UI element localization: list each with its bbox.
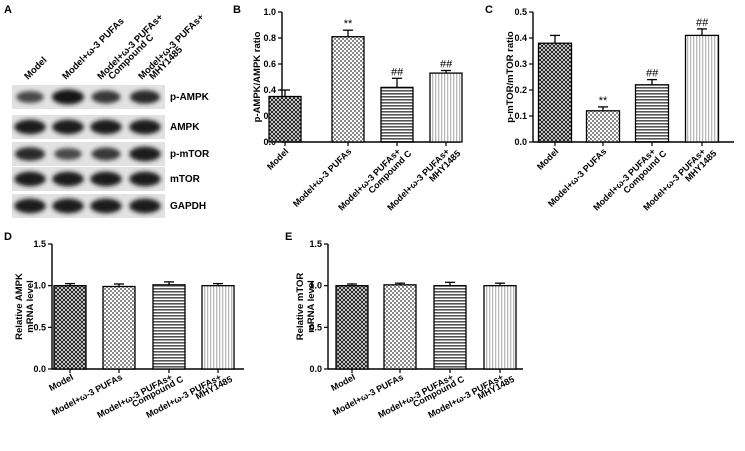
blot-band: [90, 119, 122, 135]
blot-band: [129, 146, 161, 162]
x-tick-label: Model: [47, 372, 75, 393]
blot-band: [91, 90, 121, 104]
band-label: p-AMPK: [170, 92, 210, 103]
blot-band: [14, 119, 46, 135]
chart-ampk-mrna: 0.0 0.5 1.0 1.5 Relative AMPK mRNA level Model…: [14, 239, 244, 420]
bar: [53, 285, 87, 370]
bar: [102, 285, 136, 370]
y-tick-label: 0.0: [514, 137, 527, 147]
significance-label: ##: [696, 17, 709, 29]
blot-band: [15, 147, 45, 161]
y-tick-label: 1.0: [33, 281, 46, 291]
bar: [585, 110, 621, 143]
blot-band: [52, 198, 84, 214]
blot-band: [52, 171, 84, 187]
blot-band: [90, 171, 122, 187]
chart-p-mtor-ratio: 0.0 0.1 0.2 0.3 0.4 0.5 p-mTOR/mTOR ratio Model…: [505, 7, 734, 213]
y-tick-label: 1.0: [263, 7, 276, 17]
significance-label: **: [599, 95, 608, 107]
bar: [537, 42, 573, 143]
blot-band: [14, 198, 46, 214]
bar: [483, 285, 517, 370]
panel-letter-c: C: [485, 4, 493, 16]
y-tick-label: 0.6: [263, 59, 276, 69]
blot-band: [91, 147, 121, 161]
significance-label: **: [344, 18, 353, 30]
blot-band: [129, 198, 161, 214]
bar: [383, 284, 417, 370]
blot-band: [90, 198, 122, 214]
y-axis-label: Relative mTOR: [295, 273, 306, 341]
y-tick-label: 1.5: [309, 239, 322, 249]
y-tick-label: 0.4: [263, 85, 276, 95]
significance-label: ##: [440, 59, 453, 71]
band-label: p-mTOR: [170, 149, 210, 160]
y-tick-label: 1.0: [309, 281, 322, 291]
y-tick-label: 0.4: [514, 33, 527, 43]
y-tick-label: 0.5: [33, 322, 46, 332]
blot-band: [14, 171, 46, 187]
bar: [433, 285, 467, 370]
y-tick-label: 0.8: [263, 33, 276, 43]
bar: [634, 84, 670, 143]
y-tick-label: 0.3: [514, 59, 527, 69]
y-axis-label: p-mTOR/mTOR ratio: [505, 31, 516, 123]
band-label: AMPK: [170, 122, 200, 133]
blot-band: [52, 119, 84, 135]
lane-label: Model: [22, 55, 49, 82]
blot-band: [130, 90, 160, 104]
y-axis-label: Relative AMPK: [14, 273, 25, 340]
panel-letter-a: A: [4, 4, 12, 16]
blot-band: [129, 171, 161, 187]
x-tick-label: Model: [329, 372, 357, 393]
blot-band: [16, 91, 44, 103]
bar: [429, 72, 463, 143]
panel-letter-b: B: [233, 4, 241, 16]
x-tick-label: Model: [265, 146, 290, 171]
chart-mtor-mrna: 0.0 0.5 1.0 1.5 Relative mTOR mRNA level Model…: [295, 239, 523, 420]
y-tick-label: 0.0: [309, 364, 322, 374]
chart-p-ampk-ratio: 0.00.20.40.60.81.0p-AMPK/AMPK ratioModel…: [252, 7, 463, 213]
bar: [268, 95, 302, 143]
panel-letter-d: D: [4, 231, 12, 243]
band-label: GAPDH: [170, 201, 206, 212]
bar: [684, 34, 720, 143]
bar: [201, 285, 235, 370]
bar: [335, 285, 369, 370]
blot-band: [52, 89, 84, 105]
y-axis-label: mRNA level: [306, 280, 317, 332]
band-label: mTOR: [170, 174, 201, 185]
x-tick-label: Model: [535, 146, 560, 171]
bar: [331, 36, 365, 143]
blot-band: [129, 119, 161, 135]
y-tick-label: 0.1: [514, 111, 527, 121]
y-tick-label: 1.5: [33, 239, 46, 249]
panel-letter-e: E: [285, 231, 292, 243]
y-axis-label: mRNA level: [25, 280, 36, 332]
blot-band: [54, 148, 82, 160]
y-tick-label: 0.5: [514, 7, 527, 17]
y-tick-label: 0.0: [33, 364, 46, 374]
y-tick-label: 0.5: [309, 322, 322, 332]
y-tick-label: 0.2: [514, 85, 527, 95]
bar: [380, 86, 414, 143]
y-axis-label: p-AMPK/AMPK ratio: [252, 31, 263, 122]
significance-label: ##: [391, 66, 404, 78]
bar: [152, 284, 186, 370]
significance-label: ##: [646, 68, 659, 80]
